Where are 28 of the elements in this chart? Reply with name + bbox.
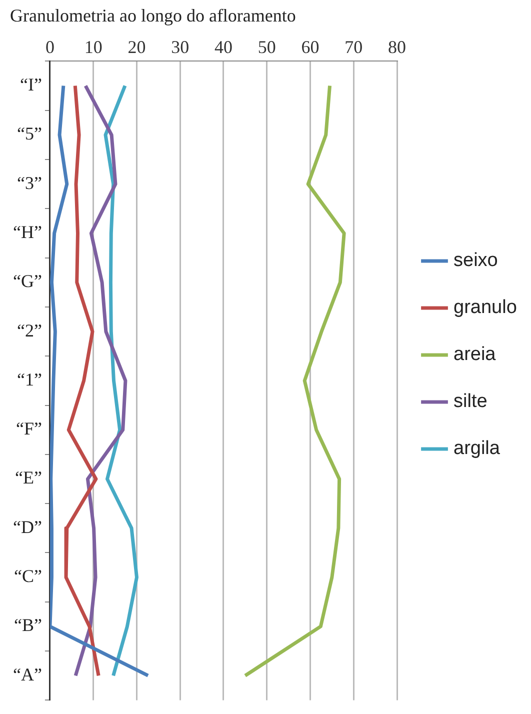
y-tick-label: “A” — [12, 664, 42, 684]
y-tick-label: “E” — [14, 468, 42, 488]
legend-label: granulo — [454, 297, 517, 318]
y-tick-label: “G” — [12, 271, 42, 292]
legend-label: areia — [454, 344, 496, 366]
legend-label: argila — [454, 438, 500, 460]
x-tick-label: 30 — [171, 37, 190, 58]
y-tick-label: “1” — [16, 369, 42, 390]
legend-label: silte — [454, 391, 488, 412]
y-tick-label: “5” — [16, 124, 42, 144]
x-tick-label: 10 — [84, 37, 102, 58]
legend-label: seixo — [454, 250, 498, 272]
x-tick-label: 80 — [388, 37, 406, 58]
y-tick-label: “H” — [12, 222, 42, 242]
y-tick-label: “I” — [20, 74, 42, 95]
y-tick-label: “3” — [16, 172, 42, 193]
y-tick-label: “C” — [14, 566, 42, 586]
x-tick-label: 40 — [214, 37, 232, 58]
x-tick-label: 50 — [258, 37, 276, 58]
x-tick-label: 60 — [301, 37, 320, 58]
y-tick-label: “B” — [14, 615, 42, 636]
y-tick-label: “2” — [16, 320, 42, 340]
x-tick-label: 20 — [128, 37, 146, 58]
y-tick-label: “F” — [16, 418, 42, 439]
chart-title: Granulometria ao longo do afloramento — [10, 6, 296, 26]
y-tick-label: “D” — [12, 516, 42, 537]
x-tick-label: 70 — [344, 37, 363, 58]
x-tick-label: 0 — [45, 37, 54, 58]
